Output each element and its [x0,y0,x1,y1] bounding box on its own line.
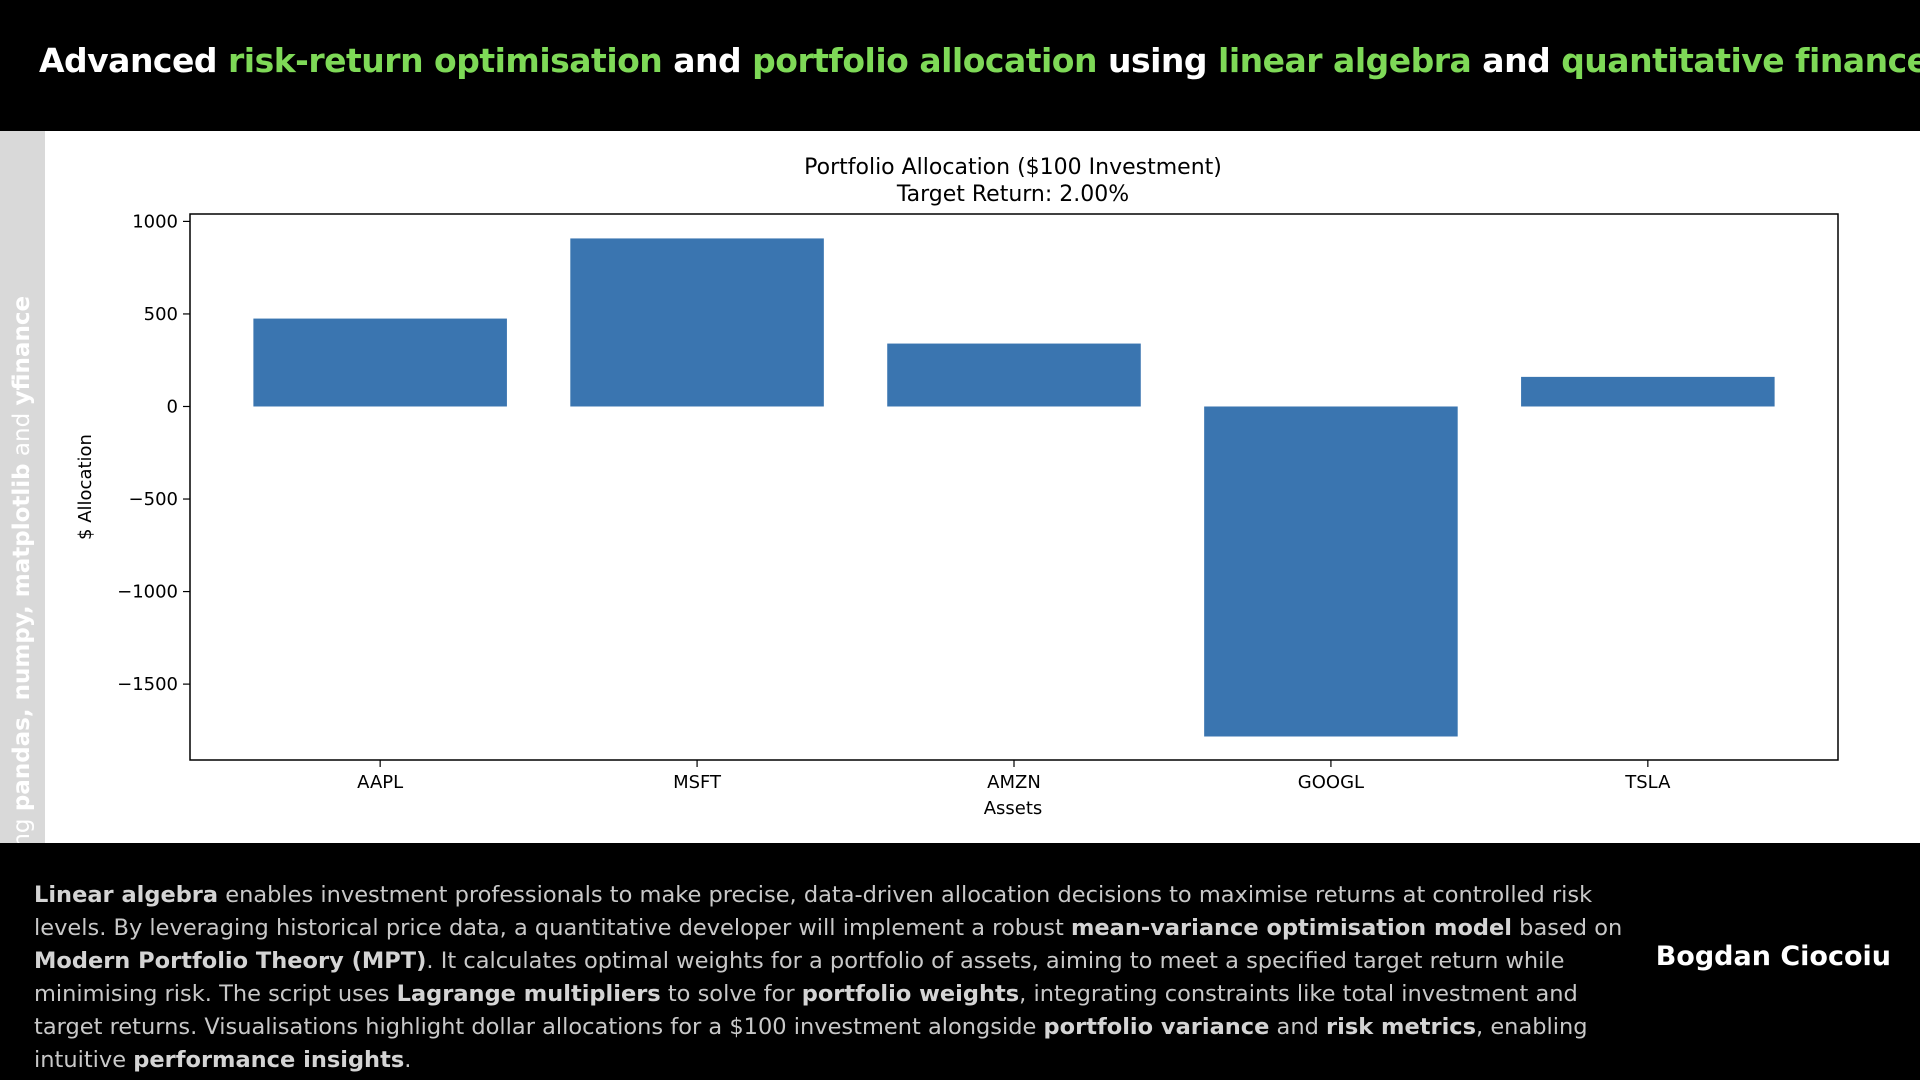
description-text: enables investment professionals to make… [34,882,1593,941]
title-text: using [1096,41,1219,80]
chart-panel: Portfolio Allocation ($100 Investment) T… [45,131,1920,843]
x-tick-label: MSFT [673,772,722,793]
x-tick-label: GOOGL [1298,772,1364,793]
sidebar-caption-part: yfinance [9,295,35,406]
title-text: and [1471,41,1562,80]
bar-aapl [253,318,507,407]
x-axis: AAPL MSFT AMZN GOOGL TSLA [357,760,1671,793]
x-tick-label: AAPL [357,772,403,793]
y-tick-label: −1000 [117,582,178,603]
description-emphasis: risk metrics [1326,1014,1477,1040]
description-text: , integrating constraints like total inv… [34,981,1578,1040]
description-emphasis: portfolio weights [801,981,1020,1007]
y-axis-label: $ Allocation [75,434,96,540]
x-tick-label: AMZN [987,772,1041,793]
title-highlight: risk-return optimisation [228,41,663,80]
description-text: and [1269,1014,1327,1040]
y-tick-label: −500 [129,489,178,510]
title-text: Advanced [39,41,228,80]
bar-amzn [887,343,1141,407]
bar-chart: Portfolio Allocation ($100 Investment) T… [75,155,1839,819]
description-text: based on [1512,915,1623,941]
sidebar-strip: Built using pandas, numpy, matplotlib an… [0,131,45,940]
x-tick-label: TSLA [1624,772,1671,793]
bar-tsla [1521,376,1775,407]
sidebar-caption-part: pandas, numpy, matplotlib [9,463,35,812]
y-tick-label: 0 [167,396,178,417]
description-emphasis: Modern Portfolio Theory (MPT) [34,948,427,974]
title-highlight: portfolio allocation [752,41,1097,80]
chart-title: Portfolio Allocation ($100 Investment) [804,155,1222,180]
sidebar-caption-part: and [9,405,35,464]
description-emphasis: mean-variance optimisation model [1070,915,1513,941]
chart-subtitle: Target Return: 2.00% [896,182,1129,207]
plot-frame [189,213,1839,761]
footer: Linear algebra enables investment profes… [0,843,1920,1080]
description-text: , enabling intuitive [34,1014,1588,1073]
title-highlight: linear algebra [1218,41,1472,80]
description-text: . [404,1047,412,1073]
title-highlight: quantitative finance [1561,41,1920,80]
page-title: Advanced risk-return optimisation and po… [39,41,1920,80]
y-tick-label: −1500 [117,674,178,695]
description-emphasis: Lagrange multipliers [396,981,661,1007]
bar-googl [1204,406,1458,737]
header-bar: Advanced risk-return optimisation and po… [0,0,1920,131]
author-name: Bogdan Ciocoiu [1655,941,1891,972]
y-tick-label: 1000 [132,211,178,232]
title-text: and [662,41,753,80]
description-paragraph: Linear algebra enables investment profes… [34,879,1634,1077]
description-emphasis: Linear algebra [34,882,219,908]
description-text: . It calculates optimal weights for a po… [34,948,1565,1007]
description-emphasis: portfolio variance [1043,1014,1270,1040]
x-axis-label: Assets [984,798,1043,819]
bars-layer [253,238,1775,737]
y-axis: 1000 500 0 −500 −1000 −1500 [117,211,190,695]
description-emphasis: performance insights [133,1047,405,1073]
description-text: to solve for [660,981,802,1007]
y-tick-label: 500 [144,304,178,325]
bar-msft [570,238,824,407]
